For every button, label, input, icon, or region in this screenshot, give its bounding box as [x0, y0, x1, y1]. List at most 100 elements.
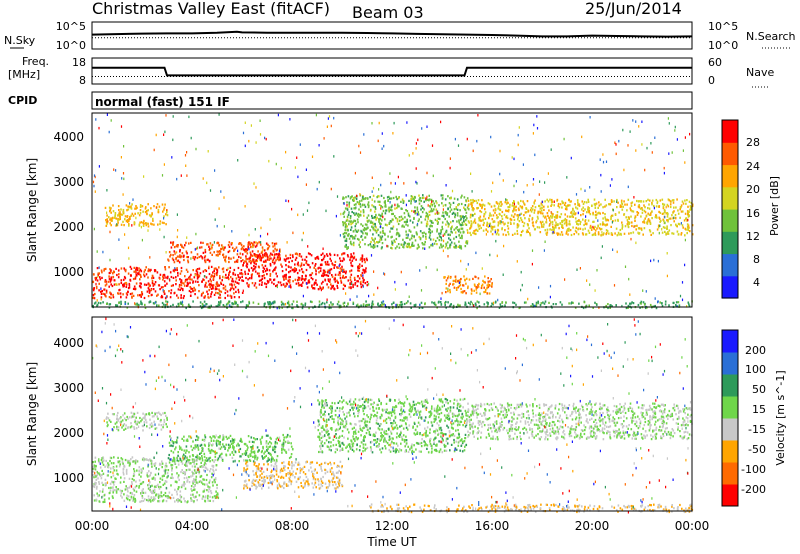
heatmap-cell — [150, 268, 152, 271]
heatmap-cell — [238, 296, 240, 299]
heatmap-cell — [479, 209, 481, 213]
heatmap-cell — [192, 280, 195, 283]
heatmap-noise-cell — [681, 298, 684, 302]
heatmap-cell — [574, 217, 577, 220]
heatmap-cell — [95, 285, 98, 288]
heatmap-cell — [443, 276, 445, 279]
heatmap-cell — [139, 500, 141, 503]
heatmap-cell — [684, 212, 687, 215]
heatmap-cell — [418, 194, 420, 197]
heatmap-cell — [460, 277, 462, 281]
heatmap-cell — [237, 288, 240, 291]
heatmap-cell — [283, 303, 285, 306]
heatmap-cell — [197, 470, 199, 473]
heatmap-cell — [684, 199, 686, 202]
heatmap-cell — [140, 293, 143, 296]
heatmap-cell — [227, 278, 230, 281]
heatmap-noise-cell — [645, 290, 647, 293]
heatmap-cell — [341, 253, 343, 256]
heatmap-cell — [137, 272, 139, 275]
heatmap-cell — [382, 231, 384, 235]
heatmap-cell — [250, 436, 253, 439]
heatmap-cell — [555, 226, 557, 229]
heatmap-cell — [447, 225, 450, 228]
heatmap-cell — [118, 273, 120, 276]
heatmap-noise-cell — [476, 139, 478, 143]
heatmap-cell — [546, 198, 548, 201]
heatmap-cell — [318, 271, 320, 274]
heatmap-cell — [449, 206, 451, 209]
heatmap-cell — [149, 499, 151, 502]
heatmap-cell — [161, 221, 164, 224]
heatmap-cell — [194, 479, 197, 482]
heatmap-cell — [173, 292, 176, 295]
heatmap-cell — [455, 227, 457, 230]
heatmap-cell — [284, 274, 287, 277]
heatmap-cell — [157, 483, 159, 486]
heatmap-cell — [644, 211, 647, 214]
heatmap-cell — [218, 290, 221, 293]
heatmap-noise-cell — [549, 284, 552, 288]
heatmap-cell — [361, 260, 364, 263]
heatmap-cell — [225, 435, 228, 438]
heatmap-cell — [166, 209, 168, 212]
heatmap-noise-cell — [276, 285, 278, 289]
heatmap-cell — [198, 472, 200, 475]
heatmap-cell — [463, 216, 466, 219]
heatmap-cell — [200, 246, 203, 249]
heatmap-cell — [96, 267, 99, 270]
heatmap-cell — [391, 240, 393, 243]
heatmap-cell — [449, 303, 452, 306]
heatmap-cell — [600, 227, 603, 231]
heatmap-cell — [378, 203, 381, 206]
heatmap-cell — [254, 260, 257, 263]
heatmap-cell — [327, 286, 330, 289]
heatmap-cell — [373, 245, 376, 249]
heatmap-cell — [396, 220, 399, 223]
heatmap-cell — [480, 226, 482, 230]
heatmap-cell — [228, 260, 230, 264]
heatmap-noise-cell — [244, 205, 246, 208]
heatmap-cell — [403, 302, 406, 306]
heatmap-cell — [352, 237, 354, 240]
heatmap-cell — [486, 292, 489, 295]
heatmap-cell — [572, 226, 574, 229]
heatmap-cell — [648, 207, 651, 210]
heatmap-cell — [229, 266, 232, 269]
heatmap-cell — [171, 493, 173, 496]
heatmap-cell — [546, 212, 549, 215]
heatmap-cell — [595, 210, 597, 213]
heatmap-cell — [499, 208, 502, 211]
heatmap-cell — [627, 225, 630, 228]
heatmap-cell — [236, 260, 239, 263]
heatmap-cell — [176, 255, 179, 258]
heatmap-cell — [93, 287, 95, 290]
heatmap-cell — [297, 284, 300, 287]
heatmap-cell — [103, 268, 106, 271]
heatmap-cell — [254, 266, 257, 269]
heatmap-cell — [488, 203, 491, 206]
heatmap-cell — [241, 273, 244, 276]
heatmap-cell — [221, 247, 223, 251]
heatmap-cell — [109, 280, 112, 283]
heatmap-cell — [534, 304, 536, 307]
heatmap-cell — [673, 220, 675, 223]
heatmap-cell — [374, 242, 376, 245]
heatmap-noise-cell — [432, 174, 434, 178]
heatmap-noise-cell — [424, 247, 426, 250]
heatmap-cell — [160, 296, 163, 299]
heatmap-cell — [405, 236, 408, 239]
heatmap-noise-cell — [495, 239, 497, 243]
heatmap-noise-cell — [431, 144, 434, 147]
heatmap-noise-cell — [371, 190, 373, 193]
heatmap-cell — [537, 210, 539, 213]
heatmap-cell — [194, 289, 196, 292]
heatmap-cell — [364, 261, 366, 264]
heatmap-cell — [259, 243, 262, 246]
heatmap-cell — [111, 495, 114, 498]
heatmap-cell — [265, 285, 268, 289]
heatmap-cell — [570, 200, 572, 203]
heatmap-cell — [671, 232, 673, 235]
heatmap-cell — [656, 202, 659, 205]
heatmap-cell — [543, 223, 545, 226]
